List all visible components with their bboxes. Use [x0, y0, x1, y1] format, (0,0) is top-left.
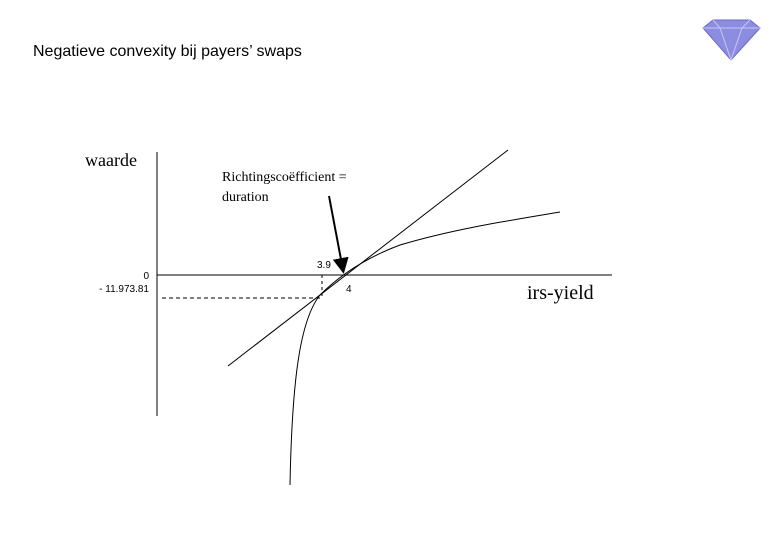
- gem-icon: [702, 19, 761, 62]
- point-label: 3.9: [317, 260, 331, 271]
- tangent-line: [227, 149, 509, 367]
- annotation-line: duration: [222, 190, 269, 205]
- title: Negatieve convexity bij payers’ swaps: [33, 43, 302, 60]
- point-label: 4: [346, 284, 352, 295]
- point-label: 0: [143, 271, 149, 282]
- arrow: [328, 195, 349, 274]
- y-label: waarde: [85, 150, 137, 170]
- x-label: irs-yield: [527, 282, 594, 304]
- value-curve: [289, 211, 561, 486]
- point-label: - 11.973.81: [99, 284, 149, 295]
- annotation-line: Richtingscoëfficient =: [222, 170, 347, 185]
